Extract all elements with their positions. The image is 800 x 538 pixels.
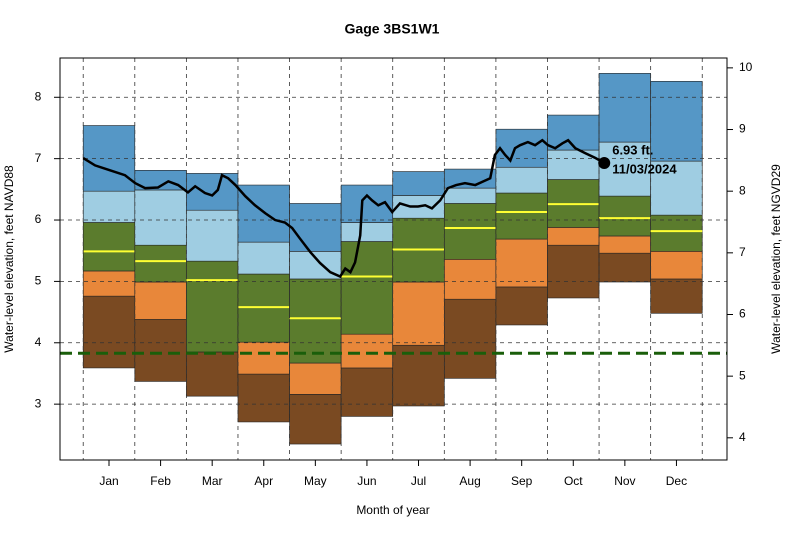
percentile-band bbox=[598, 235, 651, 254]
percentile-band bbox=[444, 259, 497, 300]
x-tick-label: Jan bbox=[99, 474, 118, 488]
percentile-band bbox=[650, 81, 703, 162]
percentile-band bbox=[340, 333, 394, 369]
percentile-band bbox=[598, 252, 651, 283]
x-tick-label: Dec bbox=[666, 474, 687, 488]
percentile-band bbox=[134, 244, 187, 283]
y2-axis-label: Water-level elevation, feet NGVD29 bbox=[769, 164, 783, 354]
annotation-value: 6.93 ft. bbox=[612, 142, 653, 157]
percentile-band bbox=[340, 222, 394, 242]
percentile-band bbox=[340, 367, 394, 417]
y2-tick-label: 6 bbox=[739, 307, 746, 321]
gage-line bbox=[82, 138, 605, 279]
percentile-band bbox=[650, 251, 703, 280]
percentile-band bbox=[650, 214, 703, 252]
annotation-date: 11/03/2024 bbox=[612, 161, 677, 176]
percentile-band bbox=[289, 362, 342, 395]
percentile-band bbox=[82, 190, 136, 223]
y2-tick-label: 5 bbox=[739, 368, 746, 382]
percentile-band bbox=[82, 222, 136, 272]
y2-tick-label: 10 bbox=[739, 60, 753, 74]
y-axis-label: Water-level elevation, feet NAVD88 bbox=[2, 165, 16, 353]
percentile-band bbox=[547, 244, 600, 299]
y2-tick-label: 4 bbox=[739, 430, 746, 444]
percentile-band bbox=[547, 227, 600, 246]
percentile-band bbox=[495, 166, 548, 194]
y-tick-label: 4 bbox=[35, 335, 42, 349]
x-tick-label: Apr bbox=[254, 474, 273, 488]
y2-tick-label: 7 bbox=[739, 245, 746, 259]
percentile-band bbox=[82, 295, 136, 369]
percentile-band bbox=[186, 260, 239, 353]
percentile-band bbox=[186, 209, 239, 262]
percentile-band bbox=[134, 189, 187, 246]
percentile-band bbox=[650, 160, 703, 216]
percentile-band bbox=[289, 394, 342, 445]
percentile-band bbox=[134, 319, 187, 382]
x-tick-label: Nov bbox=[614, 474, 635, 488]
x-tick-label: Jul bbox=[411, 474, 426, 488]
x-tick-label: Aug bbox=[459, 474, 480, 488]
x-tick-label: May bbox=[304, 474, 327, 488]
percentile-band bbox=[444, 298, 497, 379]
percentile-band bbox=[289, 278, 342, 364]
y-tick-label: 8 bbox=[35, 89, 42, 103]
percentile-band bbox=[289, 203, 342, 252]
y-tick-label: 5 bbox=[35, 274, 42, 288]
percentile-band bbox=[237, 241, 290, 275]
percentile-band bbox=[547, 149, 600, 180]
latest-point bbox=[598, 156, 611, 169]
percentile-band bbox=[650, 278, 703, 314]
percentile-band bbox=[444, 187, 497, 204]
plot-frame bbox=[59, 57, 728, 461]
percentile-band bbox=[392, 281, 445, 346]
chart-title: Gage 3BS1W1 bbox=[345, 21, 440, 37]
percentile-band bbox=[444, 203, 497, 260]
x-tick-label: Feb bbox=[150, 474, 171, 488]
percentile-band bbox=[237, 341, 290, 375]
percentile-band bbox=[495, 238, 548, 288]
percentile-band bbox=[495, 192, 548, 240]
percentile-band bbox=[340, 241, 394, 335]
y-tick-label: 7 bbox=[35, 151, 42, 165]
y2-tick-label: 8 bbox=[739, 183, 746, 197]
percentile-band bbox=[598, 195, 651, 237]
percentile-band bbox=[495, 128, 548, 168]
percentile-band bbox=[82, 270, 136, 297]
y-tick-label: 3 bbox=[35, 396, 42, 410]
y-tick-label: 6 bbox=[35, 212, 42, 226]
x-tick-label: Oct bbox=[564, 474, 583, 488]
percentile-band bbox=[392, 344, 445, 407]
y2-tick-label: 9 bbox=[739, 122, 746, 136]
percentile-band bbox=[598, 73, 651, 143]
percentile-band bbox=[495, 286, 548, 326]
percentile-band bbox=[392, 171, 445, 196]
x-tick-label: Sep bbox=[511, 474, 533, 488]
percentile-band bbox=[134, 281, 187, 320]
percentile-band bbox=[237, 373, 290, 423]
x-tick-label: Jun bbox=[357, 474, 376, 488]
x-axis-label: Month of year bbox=[356, 503, 429, 517]
x-tick-label: Mar bbox=[202, 474, 223, 488]
